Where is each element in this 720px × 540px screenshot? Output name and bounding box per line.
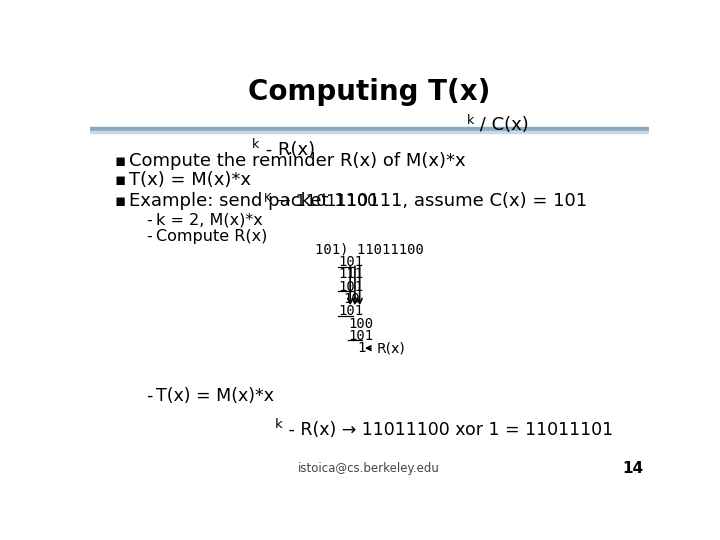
Text: -: -	[145, 387, 152, 405]
Text: Example: send packet 110111, assume C(x) = 101: Example: send packet 110111, assume C(x)…	[129, 192, 587, 210]
Text: k: k	[275, 418, 283, 431]
Text: - R(x): - R(x)	[260, 141, 315, 159]
Text: 10: 10	[343, 292, 360, 306]
Text: k = 2, M(x)*x: k = 2, M(x)*x	[156, 213, 263, 228]
Text: ▪: ▪	[114, 192, 126, 210]
Text: T(x) = M(x)*x: T(x) = M(x)*x	[156, 387, 274, 405]
Text: K: K	[264, 192, 271, 205]
Text: 101: 101	[338, 280, 364, 294]
Text: / C(x): / C(x)	[474, 116, 529, 134]
Text: Compute R(x): Compute R(x)	[156, 229, 267, 244]
Text: 101: 101	[338, 255, 364, 269]
Text: T(x) = M(x)*x: T(x) = M(x)*x	[129, 171, 251, 190]
Text: -: -	[145, 213, 151, 228]
Text: Compute the reminder R(x) of M(x)*x: Compute the reminder R(x) of M(x)*x	[129, 152, 465, 170]
Text: - R(x) → 11011100 xor 1 = 11011101: - R(x) → 11011100 xor 1 = 11011101	[283, 421, 613, 439]
Text: 14: 14	[622, 461, 643, 476]
Text: 101) 11011100: 101) 11011100	[315, 242, 423, 256]
Text: -: -	[145, 229, 151, 244]
Text: 111: 111	[338, 267, 364, 281]
Text: k: k	[252, 138, 259, 152]
Text: 101: 101	[348, 329, 373, 343]
Text: ▪: ▪	[114, 152, 126, 170]
Text: ▪: ▪	[114, 171, 126, 190]
Text: Computing T(x): Computing T(x)	[248, 78, 490, 106]
Text: 100: 100	[348, 316, 373, 330]
Text: 101: 101	[338, 304, 364, 318]
Text: → 11011100: → 11011100	[271, 194, 377, 210]
Text: istoica@cs.berkeley.edu: istoica@cs.berkeley.edu	[298, 462, 440, 475]
Text: 1: 1	[357, 341, 366, 355]
Text: k: k	[467, 113, 474, 126]
Text: R(x): R(x)	[376, 341, 405, 355]
